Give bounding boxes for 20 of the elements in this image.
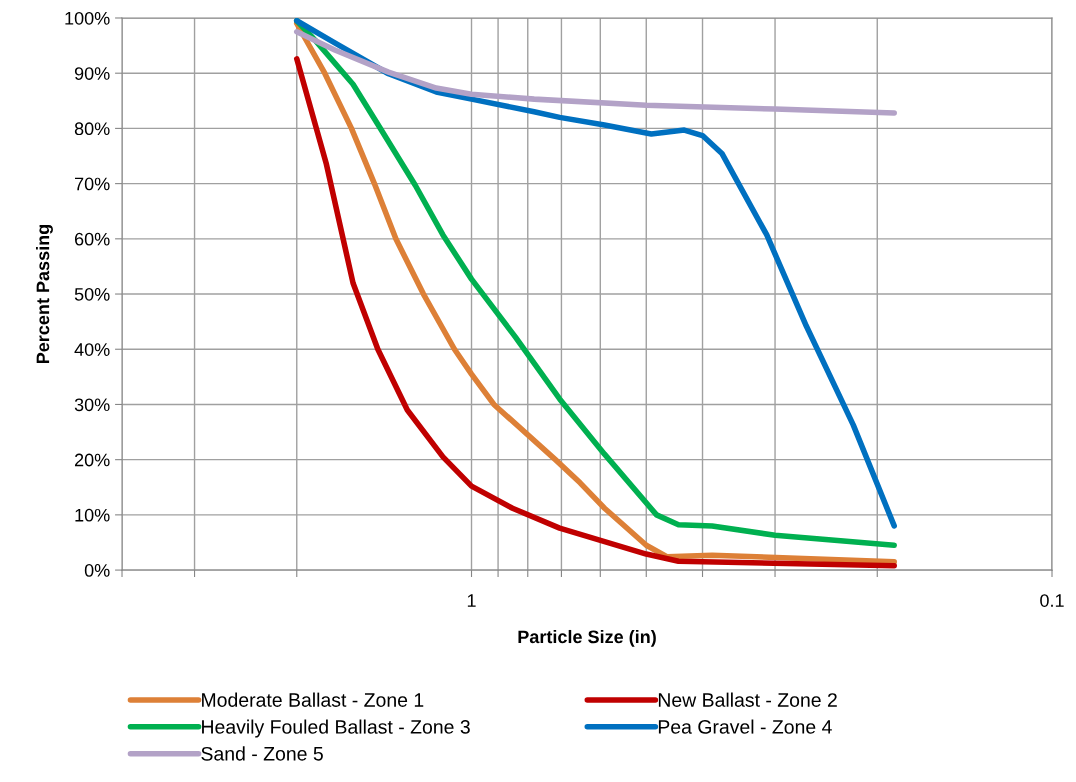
y-tick-label: 90% — [74, 67, 110, 80]
x-axis-title: Particle Size (in) — [518, 629, 656, 647]
legend-label: Moderate Ballast - Zone 1 — [202, 692, 424, 707]
y-tick-label: 100% — [65, 11, 110, 25]
y-tick-label: 40% — [74, 343, 110, 356]
x-tick-label: 0.1 — [1040, 594, 1064, 607]
y-tick-label: 10% — [75, 508, 110, 522]
y-tick-label: 60% — [74, 232, 110, 246]
y-axis-title: Percent Passing — [36, 224, 53, 364]
legend-label: New Ballast - Zone 2 — [658, 692, 837, 707]
y-tick-label: 30% — [74, 398, 110, 412]
y-tick-label: 20% — [74, 453, 110, 467]
legend-label: Pea Gravel - Zone 4 — [658, 719, 832, 734]
y-tick-label: 70% — [75, 177, 110, 191]
y-tick-label: 80% — [74, 122, 110, 136]
y-tick-label: 0% — [84, 564, 110, 577]
legend-label: Sand - Zone 5 — [201, 746, 323, 761]
x-tick-label: 1 — [467, 594, 476, 607]
legend-label: Heavily Fouled Ballast - Zone 3 — [202, 719, 470, 738]
y-tick-label: 50% — [74, 287, 110, 301]
